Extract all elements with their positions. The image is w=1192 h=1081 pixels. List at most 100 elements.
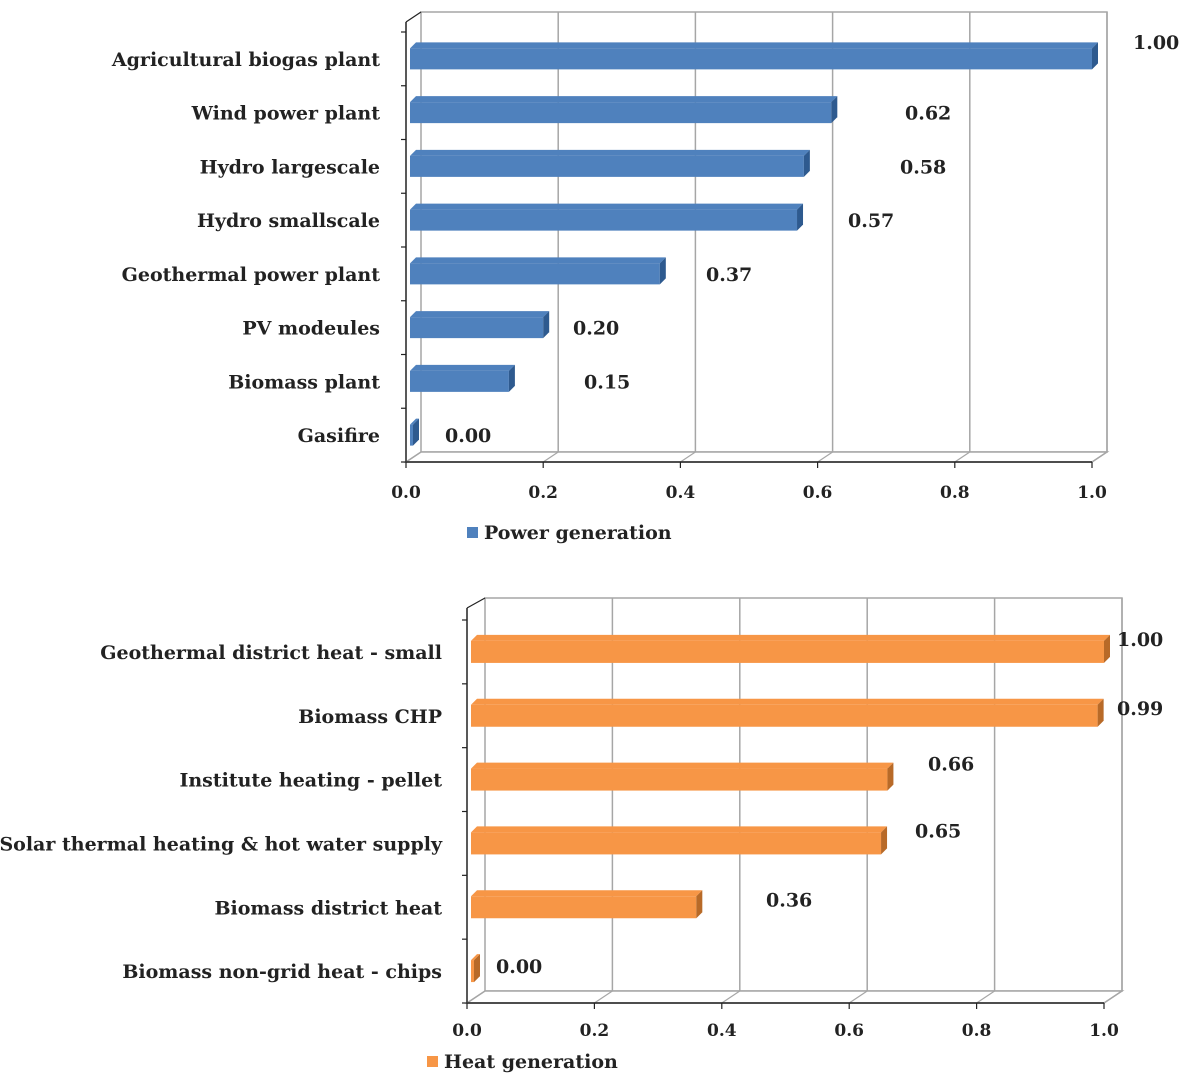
plot-floor <box>403 451 1110 463</box>
floor-gridline <box>721 990 741 1004</box>
bar-top <box>410 257 666 264</box>
category-label: Biomass CHP <box>298 706 442 728</box>
bar <box>471 768 888 791</box>
floor-gridline <box>1103 990 1123 1004</box>
bar-top <box>410 418 419 425</box>
bar-end <box>413 418 419 446</box>
category-label: Biomass district heat <box>214 897 442 919</box>
data-label: 0.36 <box>766 889 812 911</box>
x-tick-label: 0.2 <box>528 483 558 503</box>
heat-generation-chart: 0.0 0.2 0.4 0.6 0.8 1.0 Geothermal district he… <box>0 597 1163 1073</box>
category-label: PV modeules <box>242 318 380 340</box>
bar-top <box>471 698 1104 705</box>
data-label: 0.37 <box>706 264 752 286</box>
bar-end <box>474 954 480 983</box>
bar <box>410 317 544 339</box>
data-label: 0.57 <box>848 210 894 232</box>
bar <box>410 102 832 124</box>
bar-end <box>831 96 838 124</box>
x-tick-label: 1.0 <box>1077 483 1107 503</box>
bar-end <box>797 203 804 231</box>
x-tick-label: 0.4 <box>666 483 696 503</box>
bar-top <box>471 762 894 769</box>
x-tick-label: 0.2 <box>580 1021 610 1041</box>
bar-end <box>659 257 666 285</box>
bar-top <box>471 890 703 897</box>
x-tick-label: 0.0 <box>452 1021 482 1041</box>
plot-back-wall <box>420 11 1108 453</box>
category-label: Agricultural biogas plant <box>111 49 380 71</box>
bar <box>410 209 798 231</box>
category-label: Hydro smallscale <box>197 210 380 232</box>
bar <box>471 640 1104 663</box>
data-label: 0.58 <box>900 156 946 178</box>
floor-gridline <box>848 990 868 1004</box>
category-label: Wind power plant <box>191 103 381 125</box>
y-axis-depth-line <box>466 597 486 609</box>
bar-top <box>410 42 1098 49</box>
data-label: 0.00 <box>445 425 491 447</box>
bar <box>471 896 697 919</box>
category-label: Solar thermal heating & hot water supply <box>0 833 443 855</box>
bar <box>410 155 804 177</box>
bar-end <box>881 826 888 855</box>
bar-top <box>410 96 838 103</box>
data-label: 1.00 <box>1117 629 1163 651</box>
y-axis-depth-line <box>405 11 422 23</box>
x-tick-label: 0.0 <box>391 483 421 503</box>
category-label: Geothermal power plant <box>122 264 381 286</box>
bar-end <box>1092 42 1098 70</box>
x-tick-label: 0.8 <box>962 1021 992 1041</box>
floor-gridline <box>405 451 422 463</box>
bar-top <box>471 634 1110 641</box>
bar-top <box>410 364 515 371</box>
bar <box>410 424 413 446</box>
bar-top <box>471 826 888 833</box>
category-label: Geothermal district heat - small <box>100 642 442 664</box>
bar <box>410 48 1092 70</box>
bar-end <box>1104 634 1110 663</box>
legend-swatch <box>427 1056 438 1067</box>
plot-floor <box>464 990 1125 1004</box>
data-label: 1.00 <box>1133 32 1179 54</box>
bar-end <box>696 890 703 919</box>
power-generation-chart: 0.0 0.2 0.4 0.6 0.8 1.0 Agricultural biogas pl… <box>111 11 1179 544</box>
x-tick-label: 0.8 <box>940 483 970 503</box>
bar-top <box>471 954 480 961</box>
data-label: 0.15 <box>584 371 630 393</box>
bar-top <box>410 149 810 156</box>
bar-end <box>1097 698 1104 727</box>
category-label: Biomass non-grid heat - chips <box>122 961 442 983</box>
floor-gridline <box>466 990 486 1004</box>
bar <box>410 370 509 392</box>
bar <box>471 704 1098 727</box>
floor-gridline <box>976 990 995 1004</box>
x-tick-label: 0.6 <box>803 483 833 503</box>
data-label: 0.65 <box>915 820 961 842</box>
bar-top <box>410 203 804 210</box>
legend-label: Power generation <box>484 522 672 544</box>
bar <box>410 263 660 285</box>
data-label: 0.66 <box>928 754 974 776</box>
x-tick-label: 1.0 <box>1089 1021 1119 1041</box>
bar <box>471 832 882 855</box>
data-label: 0.00 <box>496 956 542 978</box>
bar-end <box>803 149 810 177</box>
data-label: 0.99 <box>1117 698 1163 720</box>
floor-gridline <box>680 451 696 463</box>
bar-end <box>508 364 515 392</box>
bar-top <box>410 311 550 318</box>
bar-end <box>887 762 894 791</box>
floor-gridline <box>594 990 613 1004</box>
category-label: Gasifire <box>298 425 380 447</box>
category-label: Biomass plant <box>228 371 380 393</box>
legend-label: Heat generation <box>444 1051 618 1073</box>
data-label: 0.62 <box>905 103 951 125</box>
data-label: 0.20 <box>573 318 619 340</box>
category-label: Institute heating - pellet <box>179 770 442 792</box>
category-label: Hydro largescale <box>200 156 380 178</box>
floor-gridline <box>817 451 833 463</box>
x-tick-label: 0.6 <box>834 1021 864 1041</box>
floor-gridline <box>1091 451 1108 463</box>
